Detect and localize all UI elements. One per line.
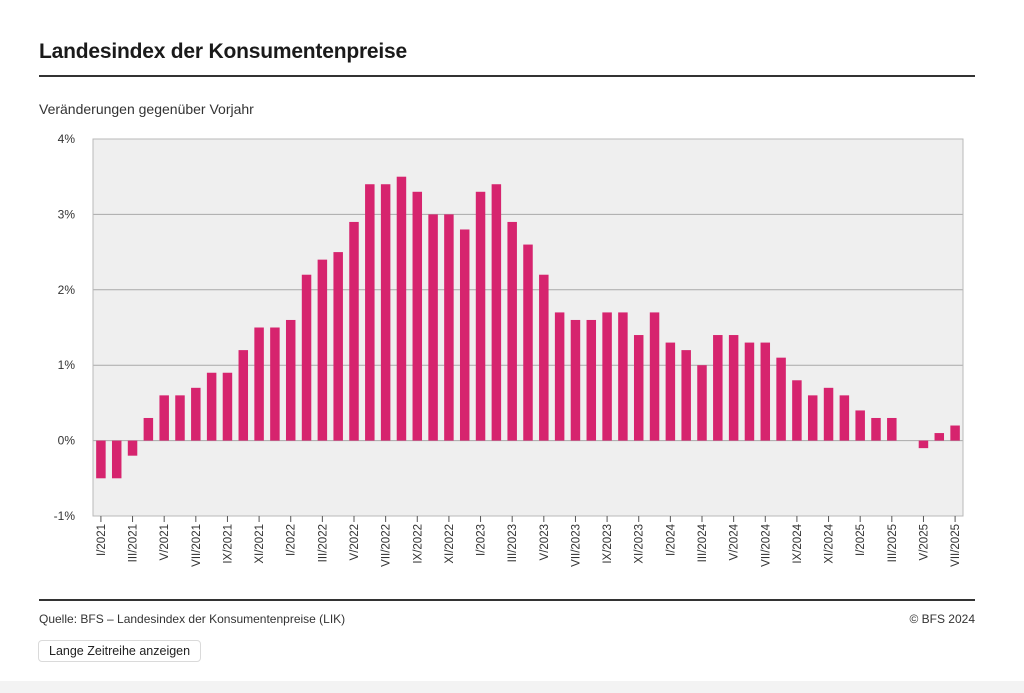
bar bbox=[222, 372, 233, 441]
bar bbox=[175, 395, 185, 441]
bar bbox=[776, 357, 786, 441]
bar bbox=[807, 395, 818, 441]
bar bbox=[396, 176, 407, 441]
bar bbox=[444, 214, 454, 441]
x-tick-label: V/2024 bbox=[729, 523, 741, 560]
bar bbox=[475, 191, 486, 441]
y-tick-label: 1% bbox=[58, 358, 76, 372]
bar bbox=[507, 221, 517, 441]
x-tick-label: IX/2022 bbox=[412, 524, 424, 564]
x-tick-label: III/2023 bbox=[507, 524, 519, 562]
x-tick-label: VII/2021 bbox=[191, 524, 203, 567]
x-tick-label: XI/2022 bbox=[444, 524, 456, 564]
x-tick-label: IX/2024 bbox=[792, 523, 804, 563]
x-tick-label: V/2021 bbox=[159, 524, 171, 560]
bar bbox=[855, 410, 865, 441]
bar bbox=[570, 319, 581, 441]
y-tick-label: -1% bbox=[54, 509, 76, 523]
page-title: Landesindex der Konsumentenpreise bbox=[39, 40, 407, 63]
x-tick-label: XI/2024 bbox=[824, 523, 836, 563]
x-tick-label: VII/2025 bbox=[950, 524, 962, 567]
bar bbox=[459, 229, 470, 441]
bar bbox=[871, 417, 881, 441]
chart-subtitle: Veränderungen gegenüber Vorjahr bbox=[39, 101, 254, 117]
bar bbox=[111, 440, 122, 479]
bar bbox=[649, 312, 660, 441]
bar bbox=[349, 221, 359, 441]
bar bbox=[301, 274, 312, 441]
bar bbox=[760, 342, 771, 441]
bar bbox=[918, 440, 929, 449]
bar bbox=[713, 335, 723, 441]
bar bbox=[728, 335, 739, 441]
copyright-note: © BFS 2024 bbox=[909, 612, 975, 626]
plot-border bbox=[92, 138, 964, 517]
bar bbox=[96, 440, 106, 479]
bar bbox=[950, 425, 960, 441]
x-tick-label: III/2022 bbox=[317, 524, 329, 562]
show-long-series-button[interactable]: Lange Zeitreihe anzeigen bbox=[38, 640, 202, 662]
bar bbox=[586, 319, 597, 441]
bar bbox=[333, 252, 343, 441]
x-tick-label: V/2022 bbox=[349, 524, 361, 560]
bar bbox=[270, 327, 280, 441]
footer-divider bbox=[39, 599, 975, 601]
bar bbox=[143, 417, 154, 441]
bar bbox=[887, 417, 897, 441]
bar bbox=[792, 380, 802, 441]
y-tick-label: 2% bbox=[58, 283, 76, 297]
bar bbox=[317, 259, 328, 441]
bar bbox=[380, 184, 391, 441]
source-note: Quelle: BFS – Landesindex der Konsumente… bbox=[39, 612, 346, 626]
bar bbox=[365, 184, 375, 441]
bar bbox=[127, 440, 138, 456]
x-tick-label: VII/2022 bbox=[381, 524, 393, 567]
bar bbox=[206, 372, 217, 441]
bar bbox=[681, 350, 691, 441]
bar bbox=[159, 395, 169, 441]
bar bbox=[744, 342, 755, 441]
x-tick-label: III/2025 bbox=[887, 524, 899, 562]
x-tick-label: I/2022 bbox=[286, 524, 298, 556]
bar bbox=[285, 319, 296, 441]
bar bbox=[191, 387, 201, 441]
bar bbox=[523, 244, 533, 441]
x-tick-label: XI/2023 bbox=[634, 524, 646, 564]
bar-chart: 4% 3% 2% 1% 0% -1% I/2021 III/2021 V/2021 VII/202… bbox=[54, 132, 964, 567]
x-tick-label: I/2023 bbox=[476, 524, 488, 556]
bar bbox=[934, 433, 945, 441]
y-tick-label: 4% bbox=[58, 132, 76, 146]
bar bbox=[839, 395, 850, 441]
x-tick-label: XI/2021 bbox=[254, 524, 266, 564]
bar bbox=[665, 342, 676, 441]
page-bottom-strip bbox=[0, 681, 1024, 693]
x-tick-label: IX/2023 bbox=[602, 524, 614, 564]
y-tick-label: 0% bbox=[58, 434, 76, 448]
bar bbox=[238, 350, 249, 441]
x-tick-label: I/2024 bbox=[665, 523, 677, 556]
x-tick-label: VII/2023 bbox=[570, 524, 582, 567]
bar bbox=[633, 335, 644, 441]
bar bbox=[823, 387, 834, 441]
bar bbox=[618, 312, 628, 441]
x-tick-label: III/2024 bbox=[697, 523, 709, 562]
x-tick-label: VII/2024 bbox=[760, 523, 772, 566]
title-divider bbox=[39, 75, 975, 77]
bar bbox=[428, 214, 438, 441]
x-tick-label: V/2023 bbox=[539, 524, 551, 560]
x-tick-label: IX/2021 bbox=[222, 524, 234, 564]
x-tick-label: I/2025 bbox=[855, 524, 867, 556]
bar bbox=[554, 312, 565, 441]
bar bbox=[539, 274, 549, 441]
bar bbox=[602, 312, 612, 441]
bar bbox=[491, 184, 502, 441]
x-tick-label: V/2025 bbox=[918, 524, 930, 560]
x-tick-label: I/2021 bbox=[96, 524, 108, 556]
bar bbox=[254, 327, 264, 441]
x-tick-label: III/2021 bbox=[128, 524, 140, 562]
bar bbox=[697, 365, 707, 441]
bar bbox=[412, 191, 423, 441]
y-tick-label: 3% bbox=[58, 207, 76, 221]
